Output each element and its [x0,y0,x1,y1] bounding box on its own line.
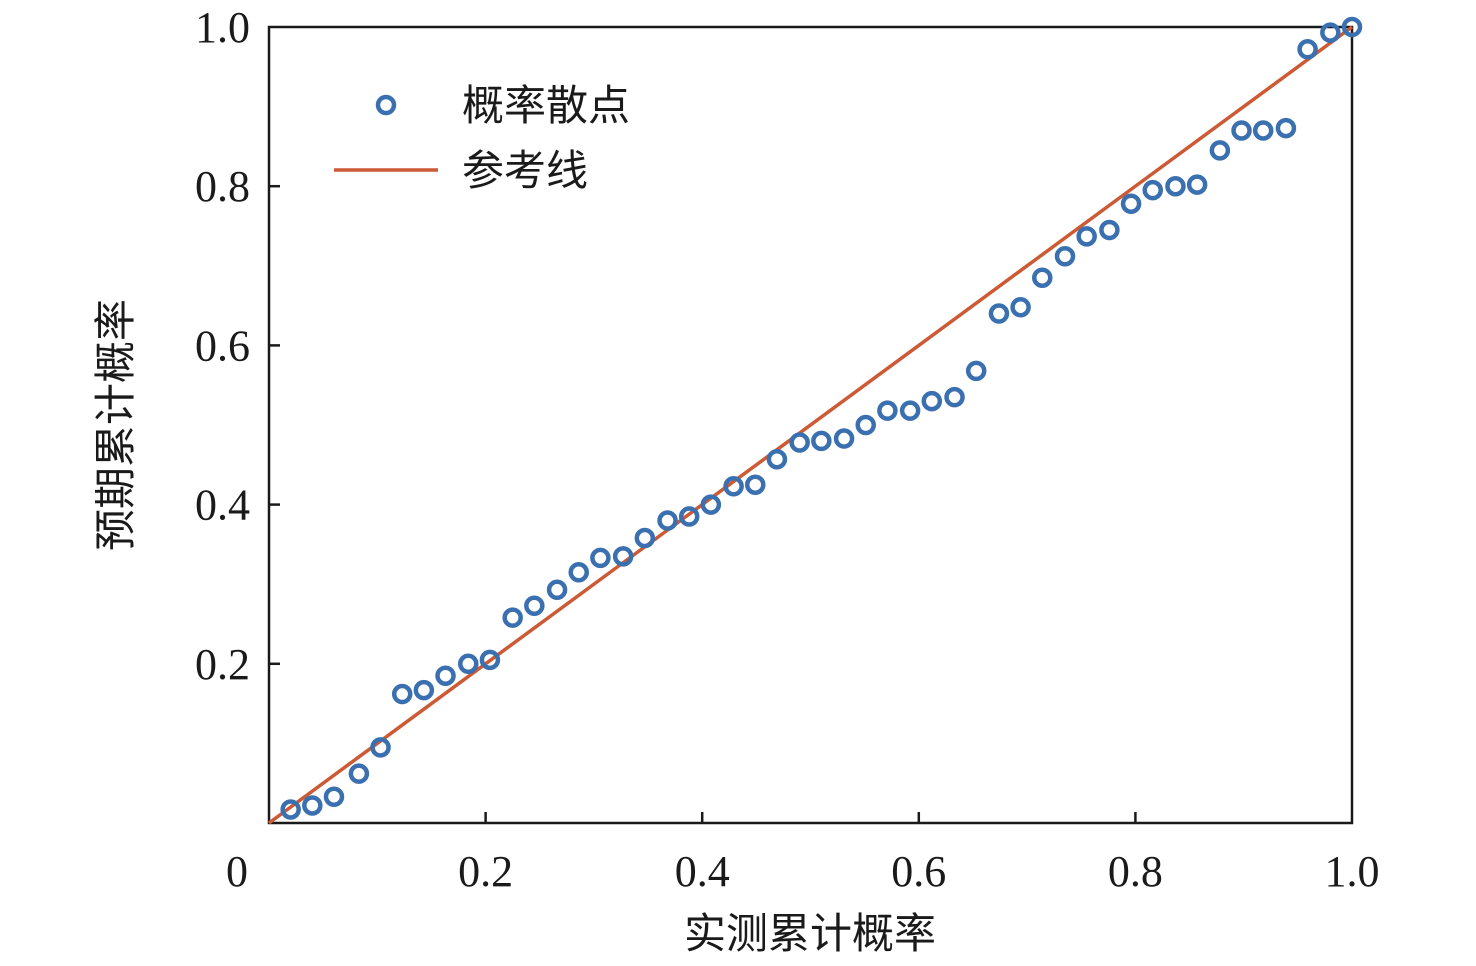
x-tick-label: 0.6 [891,847,946,896]
scatter-point [855,414,876,436]
line-series-layer [267,25,1354,825]
x-axis-title: 实测累计概率 [684,909,936,958]
scatter-point [1231,120,1252,141]
scatter-point [1120,193,1142,214]
y-tick-label: 0.4 [195,481,250,530]
scatter-point [745,474,766,495]
scatter-point [1010,296,1031,318]
scatter-point [546,579,568,601]
scatter-point [1209,140,1231,161]
scatter-point [1142,179,1163,201]
scatter-point [1320,22,1341,43]
scatter-point [1252,120,1274,141]
scatter-point [833,428,855,449]
y-axis-ticks: 0.2 0.4 0.6 0.8 1.0 [195,3,280,689]
x-tick-label: 0.4 [675,847,730,896]
plot-frame [267,25,1354,825]
scatter-point [568,562,589,583]
axes-group: 0 0.2 0.4 0.6 0.8 1.0 0.2 0.4 0.6 0.8 1.0 [195,3,1380,896]
x-tick-label: 0 [226,847,248,896]
scatter-point [435,665,456,686]
x-tick-label: 0.8 [1108,847,1163,896]
scatter-point [1275,117,1297,139]
y-tick-label: 0.8 [195,162,250,211]
scatter-point [899,400,921,421]
scatter-series-layer [280,16,1363,820]
scatter-point [723,476,744,497]
legend-label: 参考线 [462,146,588,195]
scatter-point [612,546,634,567]
scatter-point [1165,175,1186,197]
scatter-point [965,360,987,382]
x-tick-label: 0.2 [458,847,513,896]
scatter-point [479,649,501,671]
scatter-point [524,595,545,616]
y-tick-label: 0.2 [195,640,250,689]
scatter-point [413,679,435,701]
scatter-point [302,795,323,816]
legend-marker-scatter [375,94,397,116]
x-tick-label: 1.0 [1325,847,1380,896]
y-tick-label: 0.6 [195,321,250,370]
scatter-point [1297,39,1318,60]
scatter-point [766,448,788,470]
scatter-point [789,432,810,453]
reference-line [267,25,1354,825]
scatter-point [590,547,611,569]
y-axis-title: 预期累计概率 [91,299,140,551]
scatter-point [323,786,345,807]
scatter-point [1032,267,1053,288]
scatter-point [391,683,413,705]
scatter-point [877,400,898,421]
scatter-point [921,390,943,412]
scatter-point [370,737,391,758]
scatter-point [502,607,523,628]
x-axis-ticks: 0 0.2 0.4 0.6 0.8 1.0 [226,812,1380,896]
scatter-point [700,494,722,515]
scatter-point [1341,16,1363,38]
scatter-point [657,510,678,531]
scatter-point [988,303,1010,324]
scatter-point [811,430,832,452]
scatter-point [678,506,700,527]
scatter-point [634,527,656,549]
scatter-point [944,386,965,408]
scatter-point [1054,245,1076,267]
plot-area [267,16,1363,825]
legend-label: 概率散点 [462,81,630,130]
scatter-point [1099,219,1120,241]
scatter-point [280,799,301,820]
scatter-point [348,763,370,784]
scatter-point [1186,174,1208,195]
scatter-point [458,653,479,675]
y-tick-label: 1.0 [195,3,250,52]
scatter-point [1076,226,1097,247]
